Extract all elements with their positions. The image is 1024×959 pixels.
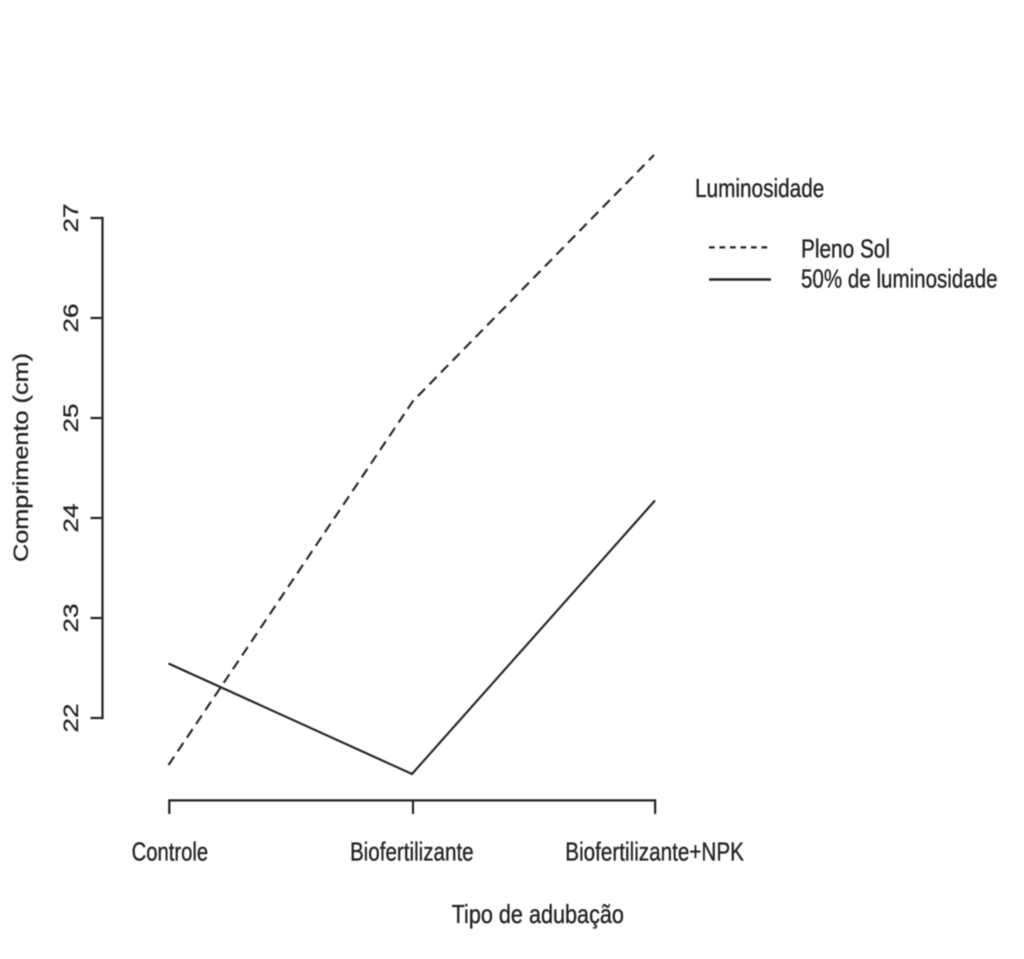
svg-text:Comprimento (cm): Comprimento (cm) bbox=[9, 353, 32, 562]
svg-text:Controle: Controle bbox=[132, 837, 209, 867]
svg-text:Tipo de adubação: Tipo de adubação bbox=[452, 899, 624, 929]
svg-text:Luminosidade: Luminosidade bbox=[695, 173, 824, 203]
svg-text:27: 27 bbox=[59, 204, 82, 233]
svg-text:50% de luminosidade: 50% de luminosidade bbox=[801, 264, 998, 294]
svg-text:24: 24 bbox=[59, 504, 82, 533]
svg-text:23: 23 bbox=[59, 604, 82, 633]
svg-text:25: 25 bbox=[59, 404, 82, 433]
svg-text:22: 22 bbox=[59, 704, 82, 733]
svg-text:Biofertilizante: Biofertilizante bbox=[350, 837, 474, 867]
svg-text:26: 26 bbox=[59, 304, 82, 333]
svg-text:Biofertilizante+NPK: Biofertilizante+NPK bbox=[565, 837, 744, 867]
svg-text:Pleno Sol: Pleno Sol bbox=[801, 234, 890, 264]
